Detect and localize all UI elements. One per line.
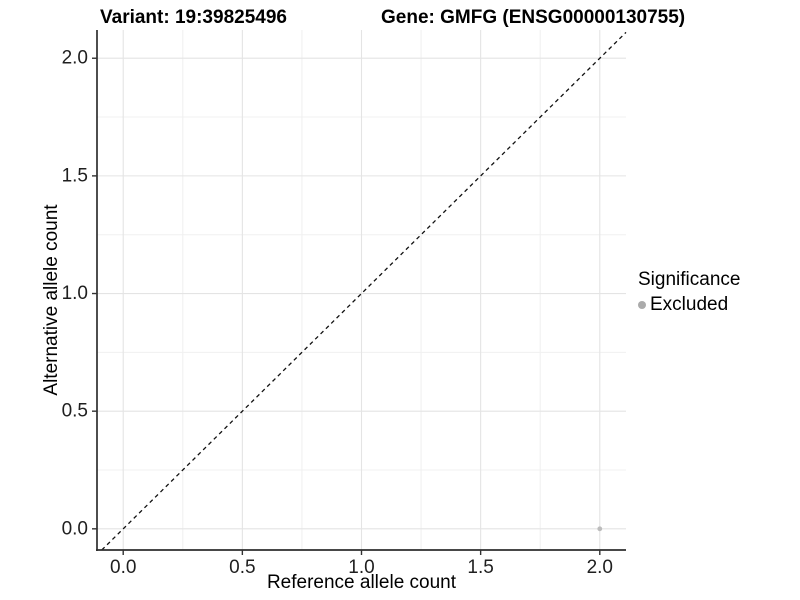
- data-point-excluded: [597, 526, 603, 532]
- x-axis-label: Reference allele count: [266, 572, 457, 593]
- x-tick-label: 0.0: [110, 557, 136, 578]
- y-tick-label: 0.0: [62, 518, 88, 539]
- x-tick-label: 1.5: [467, 557, 493, 578]
- x-tick-label: 0.5: [229, 557, 255, 578]
- y-axis-label: Alternative allele count: [41, 204, 62, 396]
- tick-labels: 0.0 0.5 1.0 1.5 2.0 0.0 0.5 1.0 1.5 2.0: [62, 48, 613, 578]
- plot-title-gene: Gene: GMFG (ENSG00000130755): [381, 7, 686, 28]
- data-points: [597, 526, 603, 532]
- legend-item-excluded: Excluded: [638, 294, 740, 316]
- y-tick-label: 2.0: [62, 48, 88, 69]
- identity-reference-line: [101, 31, 627, 551]
- legend-title: Significance: [638, 269, 741, 290]
- legend-point-swatch: [638, 300, 646, 309]
- y-tick-label: 1.0: [62, 283, 88, 304]
- y-tick-label: 0.5: [62, 401, 88, 422]
- x-tick-label: 2.0: [587, 557, 613, 578]
- x-tick-label: 1.0: [348, 557, 374, 578]
- legend: Significance Excluded: [638, 269, 740, 316]
- grid-major: [97, 30, 626, 550]
- reference-line-group: [101, 31, 627, 551]
- plot-title-variant: Variant: 19:39825496: [100, 7, 287, 28]
- axis-ticks: [92, 57, 601, 555]
- y-tick-label: 1.5: [62, 165, 88, 186]
- legend-item-label: Excluded: [650, 293, 729, 315]
